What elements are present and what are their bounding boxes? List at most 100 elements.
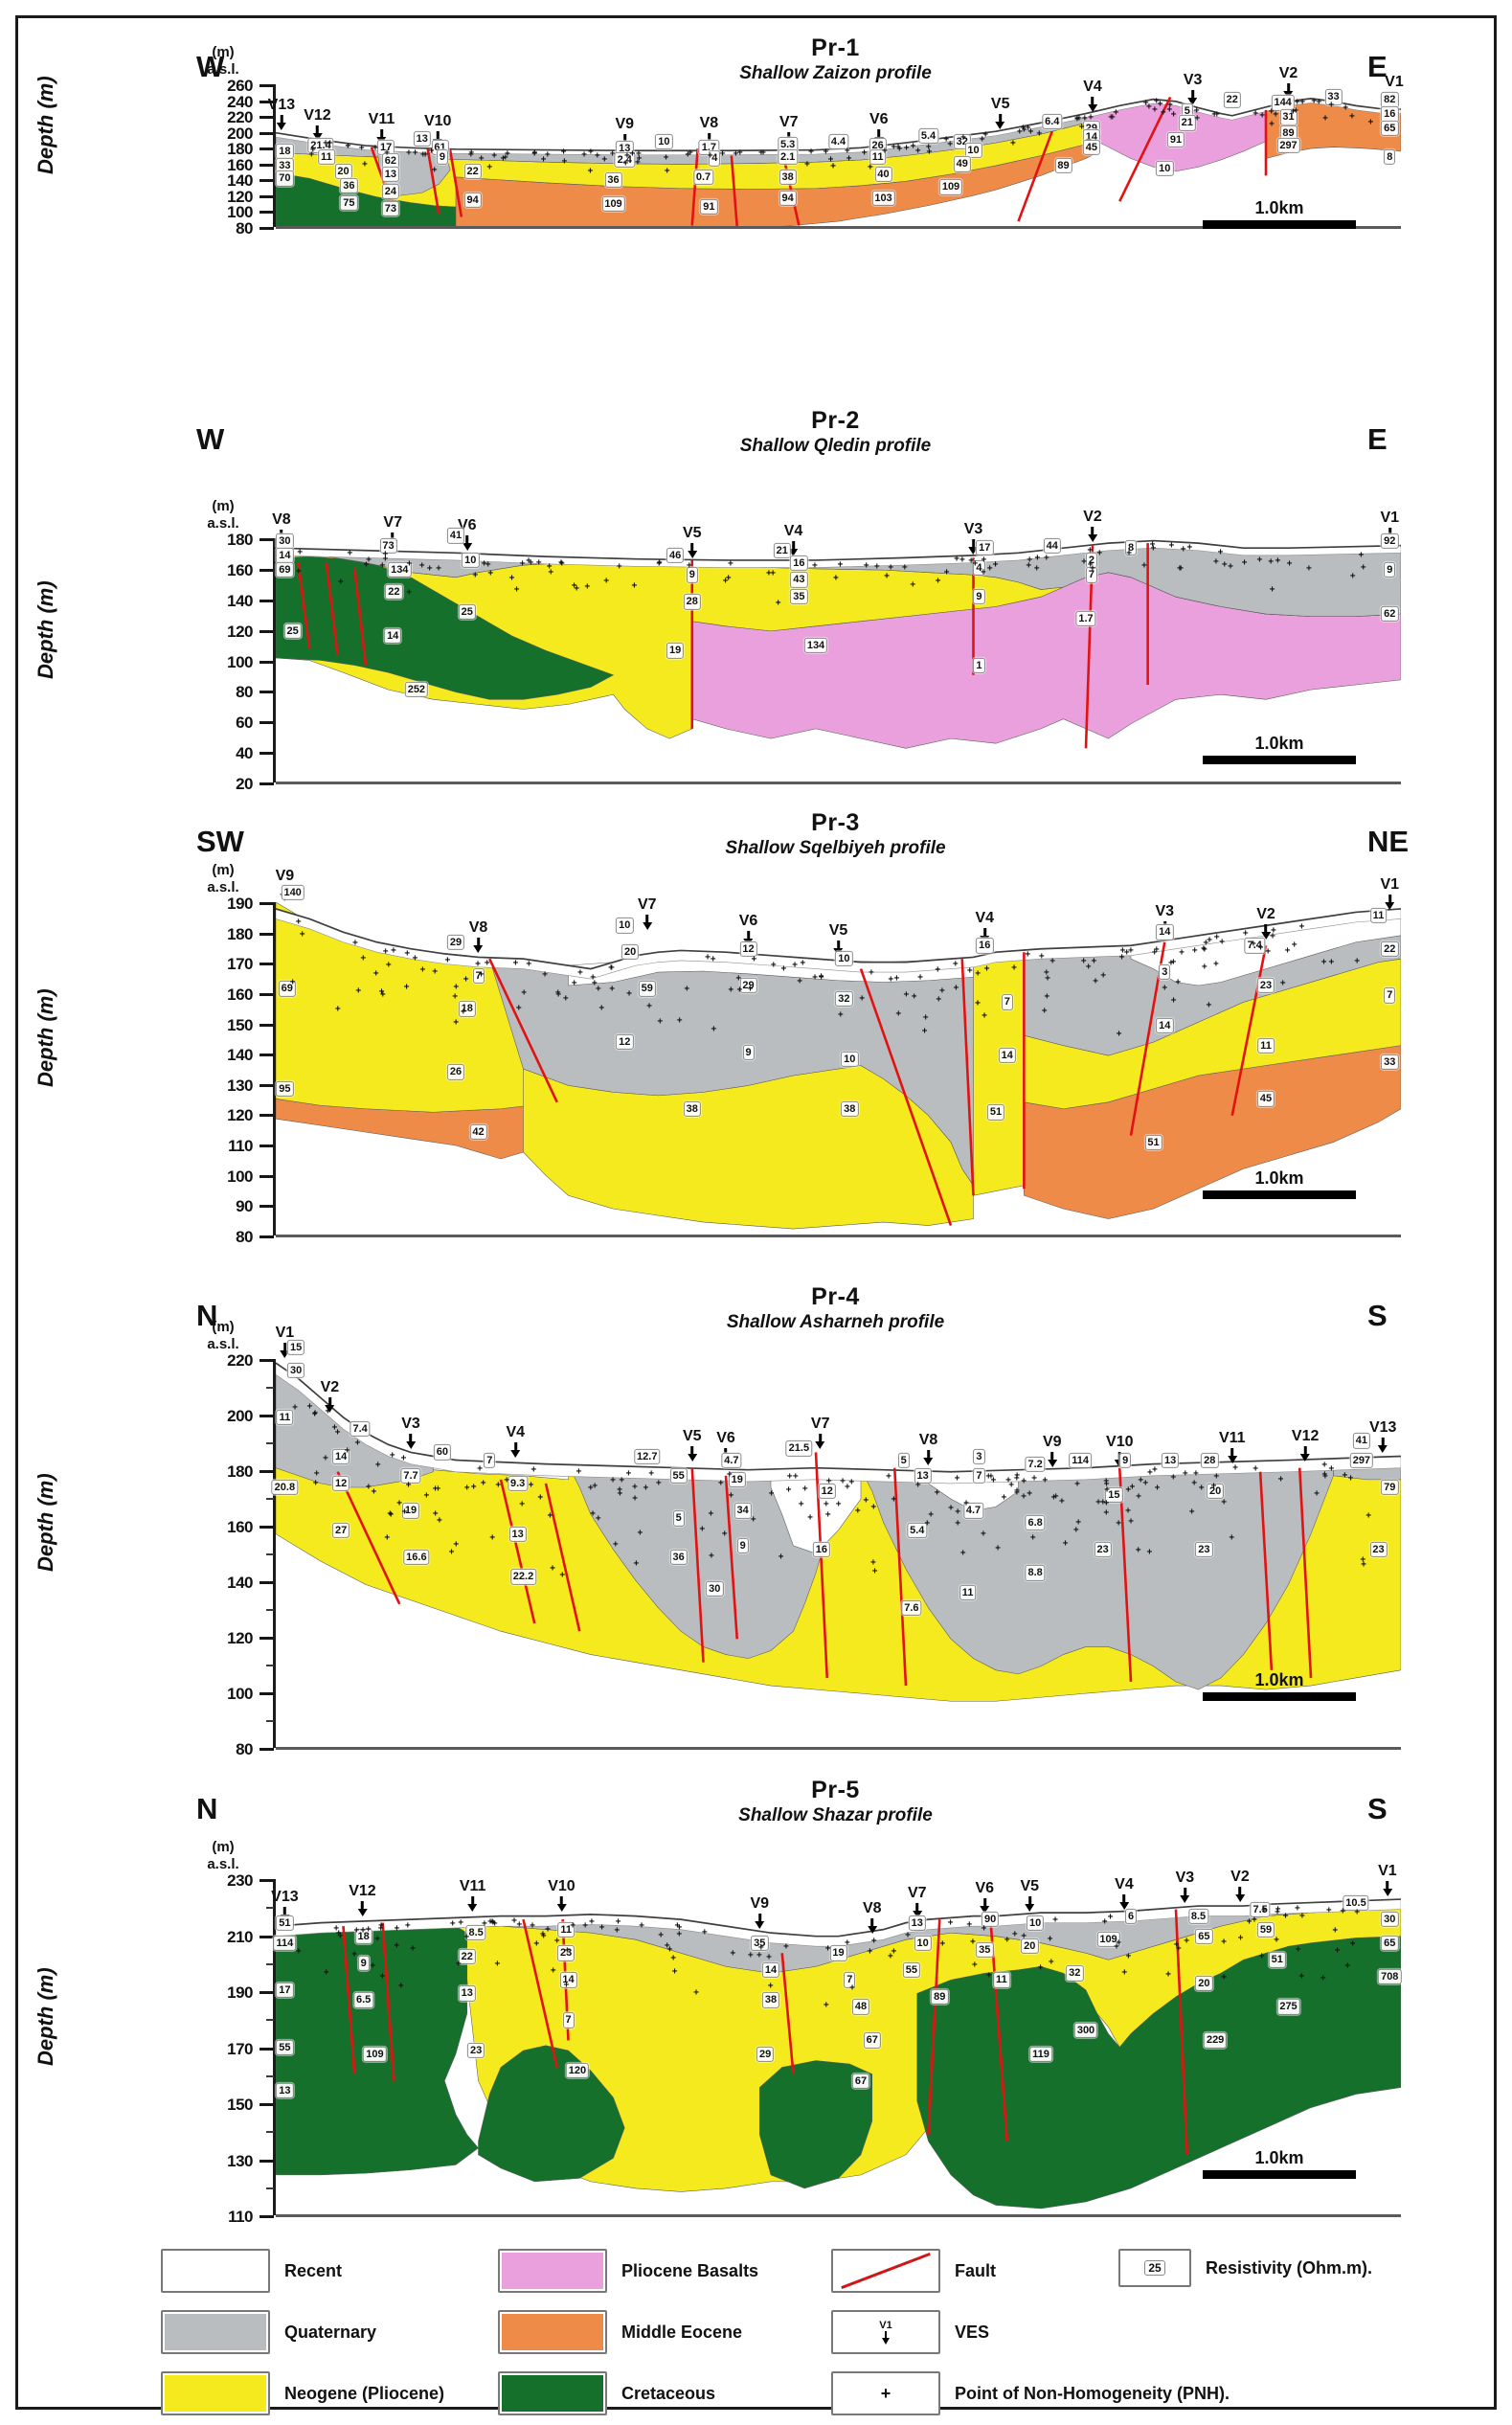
pnh-marker: + (470, 1482, 477, 1493)
profile-subtitle: Shallow Asharneh profile (726, 1312, 945, 1332)
pnh-marker: + (622, 158, 629, 170)
pnh-marker: + (374, 1460, 381, 1471)
ves-arrow-icon (327, 1396, 331, 1405)
pnh-marker: + (674, 1920, 681, 1932)
pnh-marker: + (480, 1478, 486, 1489)
pnh-marker: + (595, 1513, 601, 1525)
depth-tick: 180 (227, 140, 274, 158)
scale-bar-label: 1.0km (1254, 1669, 1304, 1689)
pnh-marker: + (587, 1483, 594, 1494)
pnh-marker: + (1045, 973, 1050, 985)
resistivity-value-box: 59 (638, 981, 656, 997)
ves-arrowhead-icon (642, 921, 652, 930)
pnh-marker: + (297, 547, 304, 558)
legend-label: Recent (284, 2260, 343, 2280)
pnh-marker: + (808, 147, 814, 158)
pnh-marker: + (1275, 1904, 1281, 1915)
plot-baseline (276, 782, 1401, 784)
pnh-marker: + (491, 150, 498, 162)
ves-arrow-icon (360, 1901, 364, 1910)
pnh-marker: + (1367, 117, 1374, 128)
pnh-marker: + (1121, 1967, 1128, 1979)
resistivity-value-box: 9 (436, 148, 448, 166)
pnh-marker: + (598, 1922, 605, 1934)
pnh-marker: + (491, 1918, 498, 1930)
pnh-marker: + (728, 558, 733, 570)
pnh-marker: + (511, 1915, 517, 1927)
ves-station: V11 (460, 1879, 485, 1913)
ves-station: V1 (276, 1325, 294, 1358)
pnh-marker: + (1316, 97, 1322, 108)
fault-line (1119, 1468, 1131, 1682)
axis-unit-m: (m) (212, 1839, 235, 1855)
surface-line (276, 1899, 1401, 1937)
resistivity-value-box: 13 (276, 2082, 294, 2099)
pnh-marker: + (797, 976, 803, 987)
ves-station: V4 (1083, 79, 1102, 112)
pnh-marker: + (735, 973, 742, 985)
ves-arrowhead-icon (867, 1925, 877, 1934)
pnh-marker: + (1103, 1507, 1110, 1519)
fault-line (929, 1919, 940, 2135)
ves-station-label: V3 (1183, 72, 1203, 89)
pnh-marker: + (385, 960, 392, 971)
resistivity-value-box: 60 (433, 1444, 452, 1461)
pnh-marker: + (1273, 109, 1279, 121)
pnh-marker: + (1080, 956, 1087, 967)
pnh-marker: + (570, 1920, 576, 1932)
pnh-marker: + (515, 1003, 522, 1014)
legend-label: Cretaceous (621, 2383, 716, 2403)
pnh-marker: + (1221, 1937, 1227, 1948)
ves-station-label: V10 (548, 1878, 575, 1895)
resistivity-value-box: 59 (1256, 1921, 1275, 1938)
resistivity-value-box: 10.5 (1343, 1894, 1369, 1911)
pnh-marker: + (886, 1471, 891, 1483)
pnh-marker: + (1100, 970, 1107, 982)
pnh-marker: + (564, 1945, 571, 1957)
ves-arrowhead-icon (968, 546, 979, 555)
ves-arrow-icon (465, 534, 469, 543)
pnh-marker: + (295, 566, 302, 578)
ves-arrowhead-icon (473, 944, 484, 953)
resistivity-value-box: 15 (1105, 1486, 1123, 1504)
pnh-marker: + (655, 1478, 662, 1489)
resistivity-value-box: 8.5 (465, 1925, 486, 1941)
pnh-marker: + (550, 1563, 555, 1575)
axis-unit-asl: a.s.l. (207, 515, 239, 532)
pnh-marker: + (1103, 1498, 1110, 1509)
profile-title: Pr-3 (811, 809, 860, 836)
pnh-marker: + (1305, 563, 1312, 575)
pnh-marker: + (1073, 114, 1080, 125)
pnh-marker: + (1291, 940, 1298, 951)
depth-tick-minor (266, 1387, 274, 1389)
fault-line (1299, 1468, 1311, 1678)
pnh-marker: + (379, 989, 386, 1001)
ves-arrow-icon (1230, 1447, 1234, 1456)
pnh-marker: + (1170, 1472, 1177, 1484)
depth-tick-minor (266, 2019, 274, 2022)
pnh-marker: + (939, 986, 945, 997)
ves-station-label: V8 (272, 510, 291, 528)
resistivity-value-box: 300 (1073, 2022, 1098, 2039)
pnh-marker: + (391, 945, 396, 957)
pnh-marker: + (418, 560, 425, 572)
resistivity-value-box: 7.2 (1025, 1456, 1046, 1472)
resistivity-value-box: 91 (1166, 131, 1185, 148)
depth-tick-minor (266, 1442, 274, 1444)
pnh-marker: + (404, 1920, 411, 1932)
pnh-marker: + (495, 1480, 502, 1491)
fault-line (816, 1452, 827, 1677)
resistivity-value-box: 12 (739, 941, 757, 957)
direction-right-label: E (1367, 422, 1388, 456)
pnh-marker: + (903, 143, 910, 154)
pnh-marker: + (778, 1552, 784, 1563)
pnh-marker: + (646, 1001, 652, 1012)
resistivity-value-box: 109 (938, 179, 963, 195)
pnh-marker: + (891, 1946, 897, 1958)
resistivity-value-box: 10 (462, 552, 480, 569)
resistivity-value-box: 69 (278, 981, 296, 997)
pnh-marker: + (914, 146, 921, 157)
pnh-marker: + (760, 147, 766, 159)
pnh-marker: + (401, 1507, 408, 1518)
pnh-marker: + (1075, 1517, 1082, 1529)
